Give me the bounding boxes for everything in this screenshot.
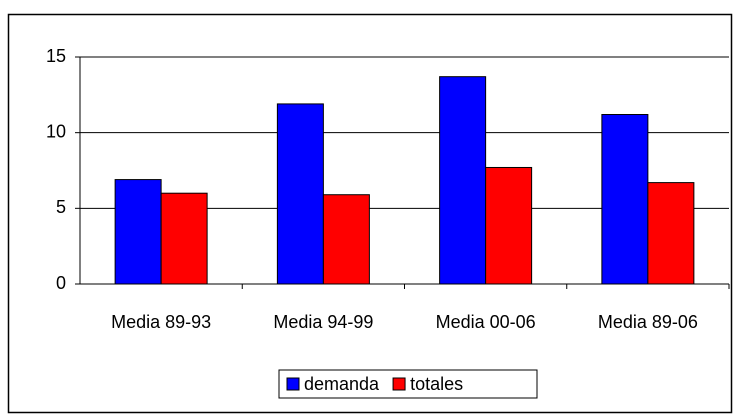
x-tick-label: Media 94-99: [273, 312, 373, 332]
bar: [485, 166, 533, 285]
bar: [276, 103, 324, 285]
y-tick-label: 10: [46, 121, 66, 141]
bar: [647, 182, 695, 285]
bar: [439, 76, 487, 285]
legend-box: [278, 369, 538, 399]
bar: [601, 114, 649, 285]
legend-swatch: [392, 377, 406, 391]
bar: [160, 192, 208, 285]
x-tick-label: Media 89-93: [111, 312, 211, 332]
x-tick-label: Media 00-06: [436, 312, 536, 332]
legend-swatch: [286, 377, 300, 391]
y-tick-label: 15: [46, 46, 66, 66]
x-tick-label: Media 89-06: [598, 312, 698, 332]
y-tick-label: 5: [56, 197, 66, 217]
legend-label: totales: [410, 374, 463, 394]
y-tick-label: 0: [56, 273, 66, 293]
legend-label: demanda: [304, 374, 380, 394]
bar: [322, 194, 370, 285]
bar: [114, 179, 162, 285]
